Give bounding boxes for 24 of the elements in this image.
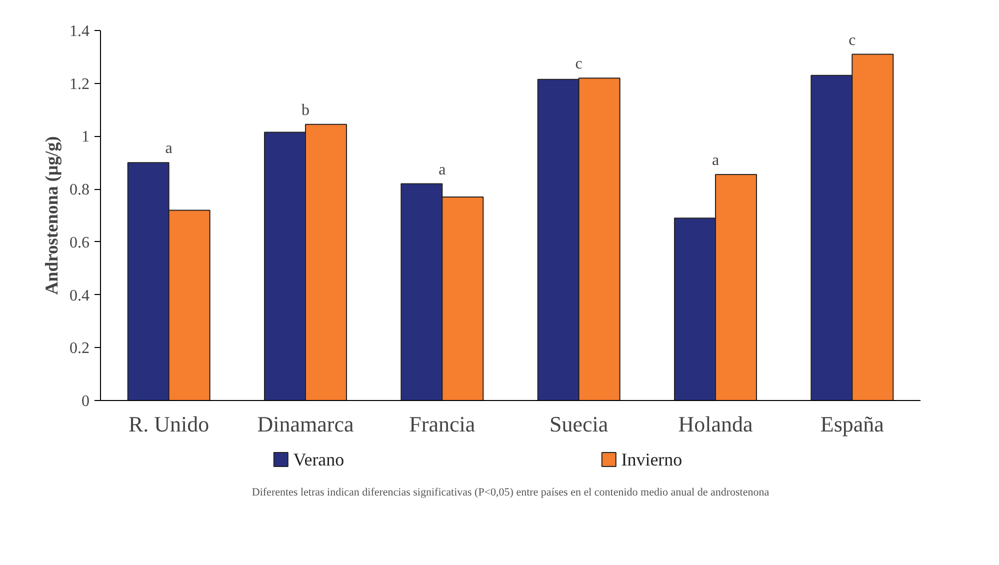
- legend-label: Verano: [293, 450, 344, 470]
- y-tick-label: 0.6: [70, 234, 90, 252]
- x-tick-label: España: [820, 412, 884, 436]
- legend-label: Invierno: [621, 450, 682, 470]
- x-tick-label: Francia: [409, 412, 476, 436]
- annotation: a: [438, 161, 446, 178]
- annotation: c: [575, 56, 582, 73]
- x-tick-label: Holanda: [678, 412, 753, 436]
- y-tick-label: 0.4: [70, 287, 90, 304]
- x-tick-label: Dinamarca: [257, 412, 354, 436]
- y-tick-label: 0.8: [70, 182, 90, 199]
- y-tick-label: 1: [82, 128, 90, 146]
- annotation: c: [848, 32, 856, 49]
- y-tick-label: 0.2: [70, 340, 90, 358]
- y-axis-title: Androstenona (µg/g): [42, 136, 62, 295]
- x-tick-label: Suecia: [550, 412, 608, 436]
- x-tick-label: R. Unido: [128, 412, 210, 436]
- y-tick-label: 1.2: [70, 76, 90, 93]
- annotation: a: [712, 152, 720, 170]
- annotation: b: [302, 102, 310, 119]
- annotation: a: [165, 140, 172, 158]
- y-tick-label: 1.4: [70, 23, 90, 40]
- y-tick-label: 0: [82, 393, 90, 410]
- text: Diferentes letras indican diferencias significativas (P<0,05) entre países en el contenido medio anual de androstenona: [252, 486, 770, 498]
